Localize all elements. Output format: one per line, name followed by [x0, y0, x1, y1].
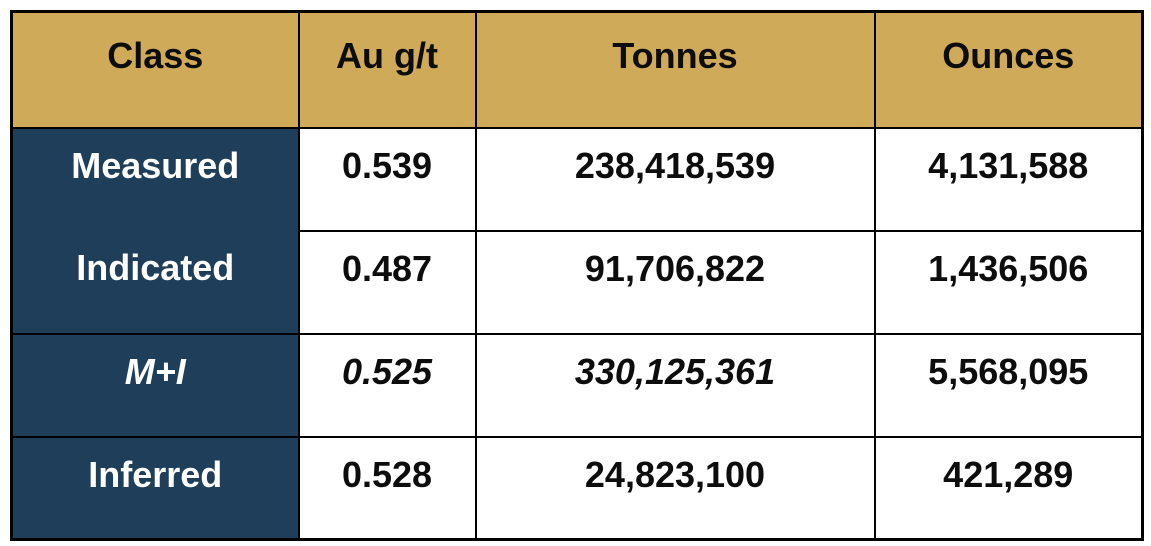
cell-indicated-ounces: 1,436,506 — [873, 229, 1144, 335]
table-row-indicated: Indicated 0.487 91,706,822 1,436,506 — [10, 229, 1144, 335]
cell-indicated-tonnes: 91,706,822 — [474, 229, 876, 335]
cell-indicated-au-gt: 0.487 — [297, 229, 477, 335]
row-label-measured: Measured — [10, 126, 300, 231]
header-row: Class Au g/t Tonnes Ounces — [10, 10, 1144, 129]
header-cell-class: Class — [10, 10, 300, 129]
cell-measured-au-gt: 0.539 — [297, 126, 477, 232]
row-label-m-plus-i: M+I — [10, 332, 300, 438]
cell-m-plus-i-au-gt: 0.525 — [297, 332, 477, 438]
cell-inferred-ounces: 421,289 — [873, 435, 1144, 541]
header-cell-au-gt: Au g/t — [297, 10, 477, 129]
cell-inferred-tonnes: 24,823,100 — [474, 435, 876, 541]
row-label-indicated: Indicated — [10, 230, 300, 335]
header-cell-tonnes: Tonnes — [474, 10, 876, 129]
cell-measured-ounces: 4,131,588 — [873, 126, 1144, 232]
cell-inferred-au-gt: 0.528 — [297, 435, 477, 541]
table-row-m-plus-i: M+I 0.525 330,125,361 5,568,095 — [10, 332, 1144, 438]
table-row-measured: Measured 0.539 238,418,539 4,131,588 — [10, 126, 1144, 232]
row-label-inferred: Inferred — [10, 435, 300, 541]
mineral-resource-table: Class Au g/t Tonnes Ounces Measured 0.53… — [10, 10, 1144, 541]
cell-m-plus-i-tonnes: 330,125,361 — [474, 332, 876, 438]
cell-measured-tonnes: 238,418,539 — [474, 126, 876, 232]
header-cell-ounces: Ounces — [873, 10, 1144, 129]
cell-m-plus-i-ounces: 5,568,095 — [873, 332, 1144, 438]
table-row-inferred: Inferred 0.528 24,823,100 421,289 — [10, 435, 1144, 541]
